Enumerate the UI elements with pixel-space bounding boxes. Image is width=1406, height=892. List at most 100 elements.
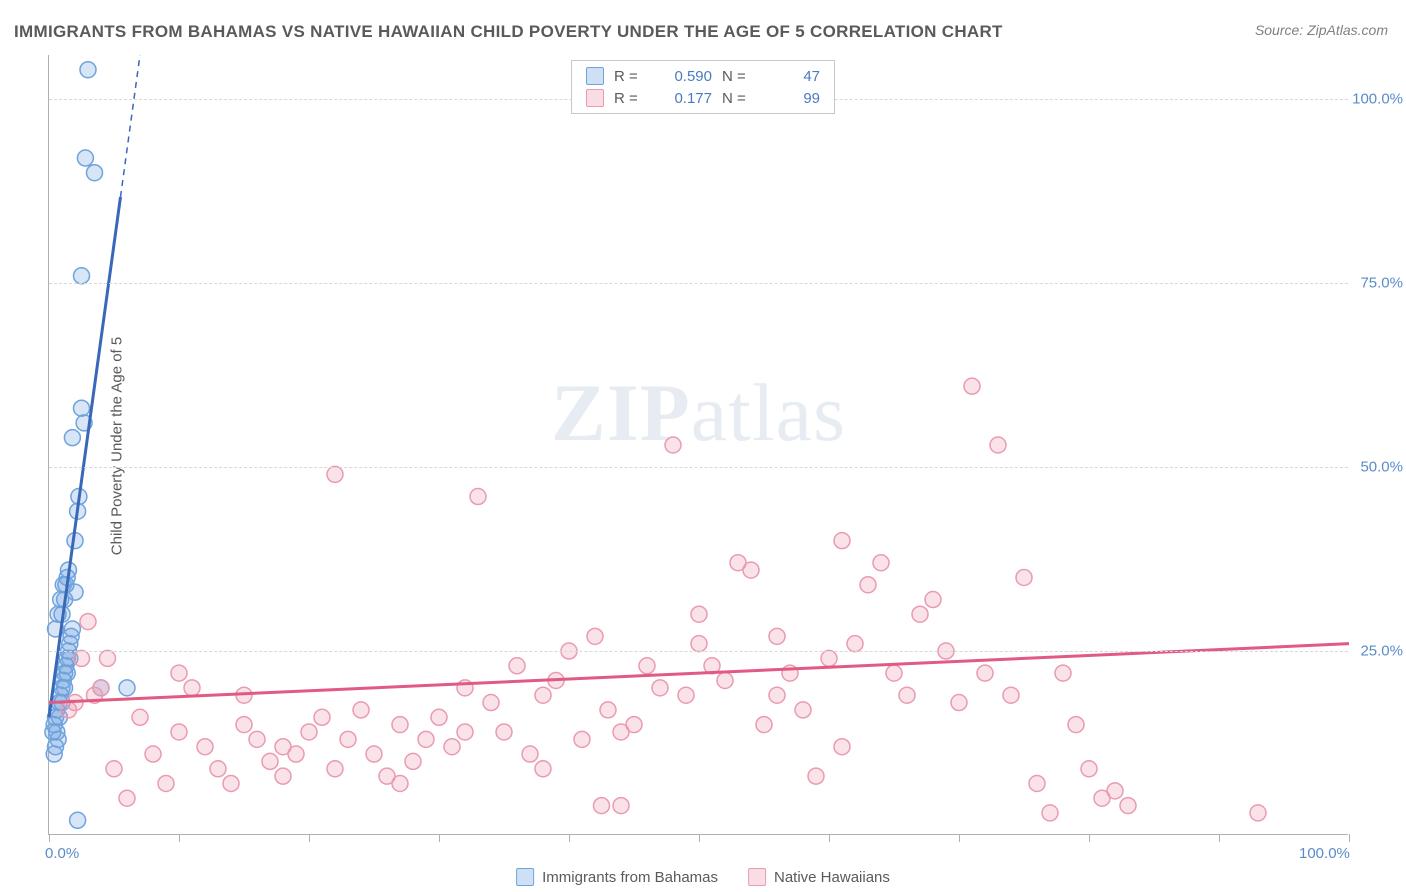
data-point [1016,569,1032,585]
data-point [184,680,200,696]
data-point [236,717,252,733]
data-point [860,577,876,593]
data-point [275,768,291,784]
data-point [132,709,148,725]
data-point [74,400,90,416]
data-point [964,378,980,394]
data-point [509,658,525,674]
data-point [59,665,75,681]
data-point [249,731,265,747]
data-point [886,665,902,681]
data-point [1081,761,1097,777]
data-point [64,430,80,446]
data-point [795,702,811,718]
gridline [49,283,1348,284]
data-point [821,650,837,666]
data-point [1055,665,1071,681]
legend-item-series-1: Immigrants from Bahamas [516,868,718,886]
data-point [834,533,850,549]
correlation-legend: R = 0.590 N = 47 R = 0.177 N = 99 [571,60,835,114]
data-point [100,650,116,666]
data-point [444,739,460,755]
data-point [275,739,291,755]
data-point [600,702,616,718]
data-point [899,687,915,703]
swatch-series-2-bottom [748,868,766,886]
data-point [594,798,610,814]
data-point [691,606,707,622]
data-point [340,731,356,747]
data-point [87,165,103,181]
n-value-2: 99 [766,90,820,107]
x-tick [1349,834,1350,842]
data-point [57,680,73,696]
data-point [210,761,226,777]
data-point [925,592,941,608]
data-point [197,739,213,755]
swatch-series-1-bottom [516,868,534,886]
data-point [951,695,967,711]
data-point [522,746,538,762]
data-point [431,709,447,725]
trend-line-dashed [121,55,141,197]
data-point [392,717,408,733]
data-point [49,724,65,740]
data-point [171,724,187,740]
data-point [46,746,62,762]
legend-row-series-1: R = 0.590 N = 47 [586,65,820,87]
data-point [119,680,135,696]
x-tick [49,834,50,842]
r-value-1: 0.590 [658,68,712,85]
n-label: N = [722,68,756,85]
data-point [756,717,772,733]
x-tick [179,834,180,842]
data-point [587,628,603,644]
data-point [834,739,850,755]
chart-plot-area: ZIPatlas 25.0%50.0%75.0%100.0%0.0%100.0% [48,55,1348,835]
data-point [678,687,694,703]
data-point [1250,805,1266,821]
data-point [1068,717,1084,733]
swatch-series-1 [586,67,604,85]
legend-label: Native Hawaiians [774,869,890,886]
data-point [847,636,863,652]
y-tick-label: 100.0% [1352,91,1403,108]
chart-title: IMMIGRANTS FROM BAHAMAS VS NATIVE HAWAII… [14,22,1003,42]
r-label: R = [614,68,648,85]
y-tick-label: 75.0% [1360,275,1403,292]
r-value-2: 0.177 [658,90,712,107]
x-tick-label: 100.0% [1299,845,1350,862]
swatch-series-2 [586,89,604,107]
data-point [535,687,551,703]
data-point [457,724,473,740]
x-tick [1089,834,1090,842]
n-label: N = [722,90,756,107]
data-point [145,746,161,762]
legend-row-series-2: R = 0.177 N = 99 [586,87,820,109]
y-tick-label: 50.0% [1360,459,1403,476]
data-point [327,466,343,482]
data-point [80,62,96,78]
data-point [158,775,174,791]
data-point [483,695,499,711]
data-point [574,731,590,747]
x-tick [309,834,310,842]
data-point [691,636,707,652]
data-point [639,658,655,674]
source-attribution: Source: ZipAtlas.com [1255,22,1388,38]
data-point [80,614,96,630]
data-point [93,680,109,696]
data-point [74,650,90,666]
data-point [119,790,135,806]
data-point [64,621,80,637]
data-point [873,555,889,571]
gridline [49,467,1348,468]
x-tick [829,834,830,842]
data-point [535,761,551,777]
legend-item-series-2: Native Hawaiians [748,868,890,886]
data-point [1120,798,1136,814]
data-point [353,702,369,718]
r-label: R = [614,90,648,107]
x-tick [1219,834,1220,842]
data-point [769,628,785,644]
